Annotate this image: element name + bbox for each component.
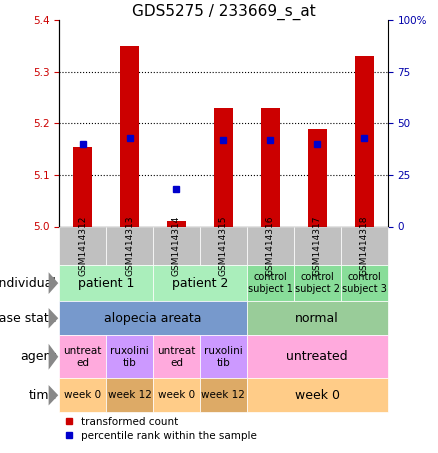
- Text: normal: normal: [295, 312, 339, 325]
- Text: week 12: week 12: [201, 390, 245, 400]
- Text: disease state: disease state: [0, 312, 57, 325]
- Text: untreat
ed: untreat ed: [157, 346, 196, 367]
- Bar: [167, 222, 186, 226]
- Bar: [120, 46, 139, 226]
- Bar: [261, 108, 280, 226]
- Text: patient 1: patient 1: [78, 277, 134, 289]
- Title: GDS5275 / 233669_s_at: GDS5275 / 233669_s_at: [131, 4, 315, 20]
- Text: control
subject 3: control subject 3: [342, 272, 387, 294]
- Text: control
subject 2: control subject 2: [295, 272, 340, 294]
- Legend: transformed count, percentile rank within the sample: transformed count, percentile rank withi…: [64, 417, 257, 441]
- Text: alopecia areata: alopecia areata: [104, 312, 202, 325]
- Text: untreated: untreated: [286, 350, 348, 363]
- Text: control
subject 1: control subject 1: [248, 272, 293, 294]
- Text: patient 2: patient 2: [172, 277, 228, 289]
- Text: agent: agent: [21, 350, 57, 363]
- Text: GSM1414316: GSM1414316: [266, 216, 275, 276]
- Text: untreat
ed: untreat ed: [64, 346, 102, 367]
- Text: week 0: week 0: [158, 390, 195, 400]
- Text: GSM1414312: GSM1414312: [78, 216, 87, 276]
- Text: GSM1414313: GSM1414313: [125, 216, 134, 276]
- Text: GSM1414318: GSM1414318: [360, 216, 369, 276]
- Text: week 0: week 0: [295, 389, 340, 402]
- Bar: [308, 129, 327, 226]
- Text: ruxolini
tib: ruxolini tib: [110, 346, 149, 367]
- Text: GSM1414314: GSM1414314: [172, 216, 181, 276]
- Text: week 0: week 0: [64, 390, 101, 400]
- Text: time: time: [29, 389, 57, 402]
- Text: GSM1414315: GSM1414315: [219, 216, 228, 276]
- Text: individual: individual: [0, 277, 57, 289]
- Bar: [214, 108, 233, 226]
- Text: ruxolini
tib: ruxolini tib: [204, 346, 243, 367]
- Text: week 12: week 12: [108, 390, 152, 400]
- Bar: [355, 57, 374, 226]
- Text: GSM1414317: GSM1414317: [313, 216, 322, 276]
- Bar: [73, 147, 92, 226]
